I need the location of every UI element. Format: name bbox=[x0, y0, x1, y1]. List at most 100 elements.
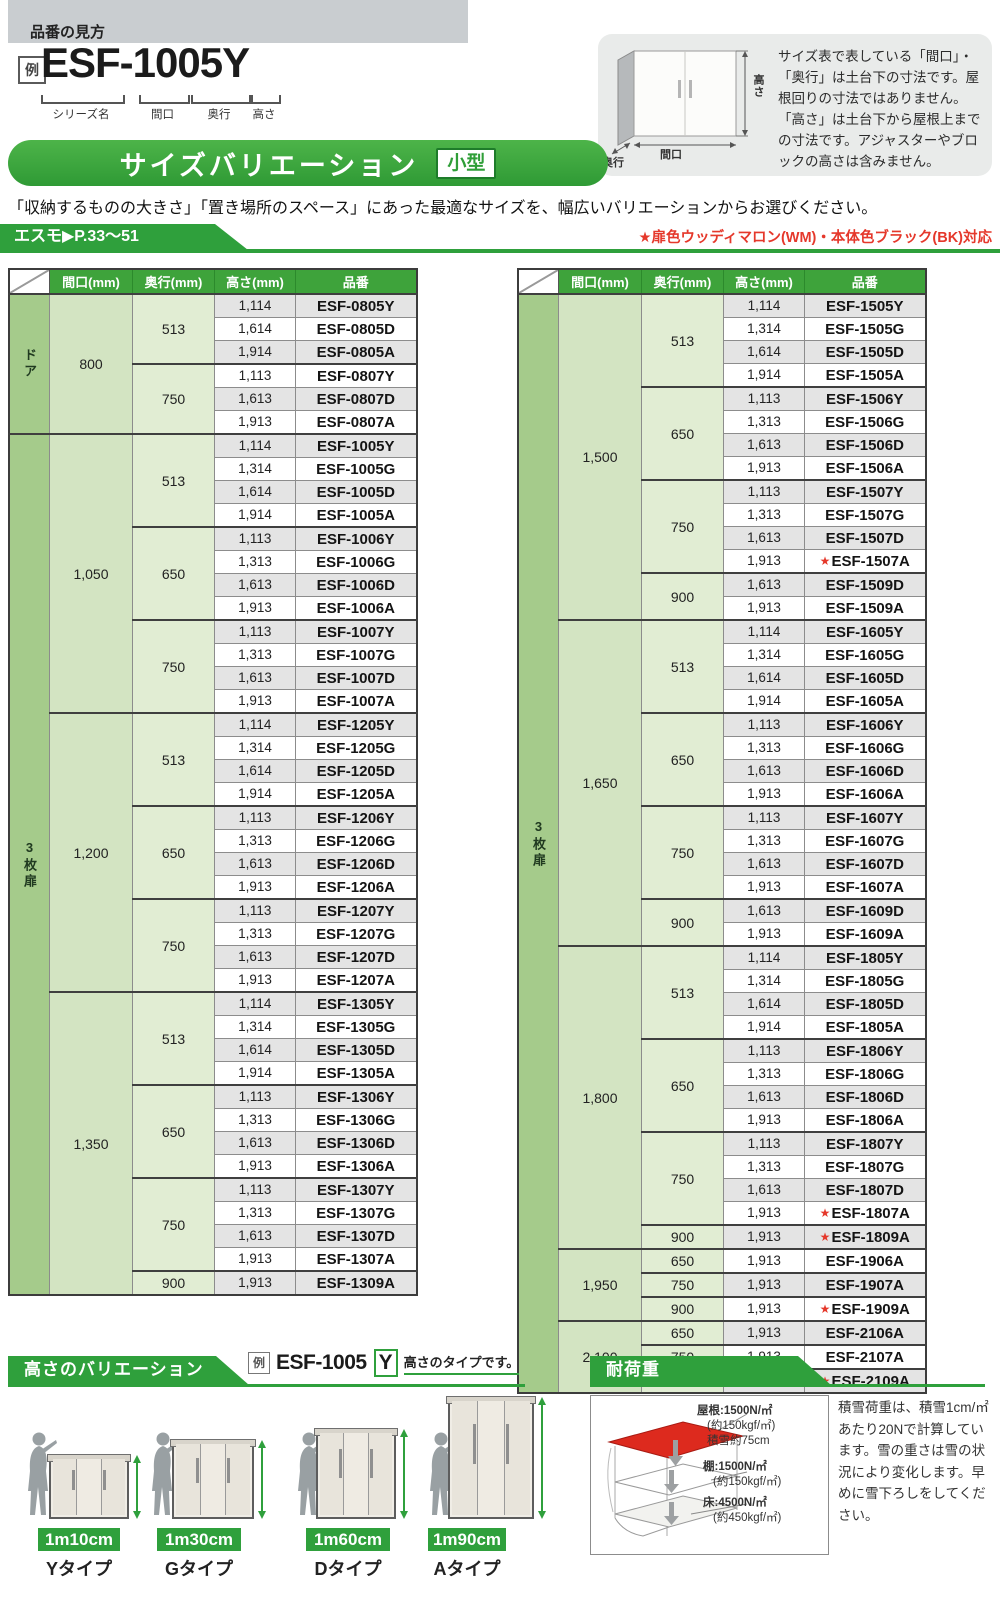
intro-text: 「収納するものの大きさ」「置き場所のスペース」にあった最適なサイズを、幅広いバリ… bbox=[8, 200, 878, 217]
table-row: 1,914 ESF-1205A bbox=[9, 782, 417, 807]
height-cell: 1,913 bbox=[214, 596, 296, 621]
load-capacity-diagram-box: 屋根:1500N/㎡ (約150kgf/㎡) 積雪約75cm 棚:1500N/㎡ (約1… bbox=[590, 1395, 829, 1555]
height-cell: 1,313 bbox=[723, 503, 805, 527]
product-code-cell: ESF-1807Y bbox=[804, 1131, 926, 1156]
product-code-cell: ESF-1507G bbox=[804, 503, 926, 527]
height-cell: 1,913 bbox=[214, 410, 296, 435]
height-cell: 1,914 bbox=[723, 363, 805, 388]
star-icon: ★ bbox=[819, 1301, 831, 1316]
product-code-cell: ESF-2106A bbox=[804, 1320, 926, 1346]
depth-cell: 750 bbox=[641, 1272, 724, 1298]
height-example-suffix: Y bbox=[373, 1349, 398, 1377]
shed-door-panel bbox=[53, 1459, 77, 1515]
depth-cell: 650 bbox=[641, 1248, 724, 1274]
product-code-cell: ESF-1907A bbox=[804, 1272, 926, 1298]
product-code-cell: ESF-1205D bbox=[295, 759, 417, 783]
product-code-cell: ESF-1607Y bbox=[804, 805, 926, 830]
table-row: 1,613 ESF-1206D bbox=[9, 852, 417, 876]
height-cell: 1,313 bbox=[214, 550, 296, 574]
example-badge: 例 bbox=[18, 56, 46, 84]
code-part-depth: 奥行 bbox=[207, 109, 231, 121]
product-code-cell: ESF-1605G bbox=[804, 643, 926, 667]
table-row: 900 1,913 ★ESF-1809A bbox=[518, 1224, 926, 1250]
product-code-cell: ESF-1206A bbox=[295, 875, 417, 900]
code-part-width: 間口 bbox=[151, 109, 174, 121]
depth-cell: 900 bbox=[641, 1224, 724, 1250]
height-cell: 1,913 bbox=[214, 968, 296, 993]
height-cell: 1,613 bbox=[723, 526, 805, 550]
table-row: 1,614 ESF-1205D bbox=[9, 759, 417, 783]
height-cell: 1,313 bbox=[723, 410, 805, 434]
height-cell: 1,113 bbox=[723, 805, 805, 830]
height-cell: 1,913 bbox=[723, 922, 805, 947]
depth-cell: 513 bbox=[132, 712, 215, 807]
height-type-card: 1m10cm Yタイプ bbox=[18, 1395, 143, 1580]
width-cell: 1,650 bbox=[558, 619, 642, 947]
table-row: 1,613 ESF-1307D bbox=[9, 1224, 417, 1248]
height-cell: 1,313 bbox=[723, 1155, 805, 1179]
column-header: 間口(mm) bbox=[558, 268, 642, 295]
product-code-cell: ESF-1307D bbox=[295, 1224, 417, 1248]
product-code-cell: ESF-1506Y bbox=[804, 386, 926, 411]
product-code-cell: ESF-1305D bbox=[295, 1038, 417, 1062]
table-row: 1,313 ESF-1507G bbox=[518, 503, 926, 527]
product-code-cell: ESF-1609D bbox=[804, 898, 926, 923]
product-code-cell: ESF-1806G bbox=[804, 1062, 926, 1086]
table-row: 900 1,913 ESF-1309A bbox=[9, 1270, 417, 1296]
section-header-label: 品番の見方 bbox=[30, 24, 106, 41]
load-spec-line: 屋根:1500N/㎡ bbox=[697, 1405, 773, 1417]
product-code-cell: ESF-1605A bbox=[804, 689, 926, 714]
code-part-height: 高さ bbox=[252, 109, 276, 121]
height-cell: 1,913 bbox=[723, 456, 805, 481]
table-row: 1,913 ESF-1206A bbox=[9, 875, 417, 900]
shed-door-panel bbox=[200, 1444, 225, 1515]
product-code-cell: ESF-1607G bbox=[804, 829, 926, 853]
height-cell: 1,913 bbox=[214, 1154, 296, 1179]
example-badge-small: 例 bbox=[248, 1352, 270, 1374]
product-code-cell: ESF-1006G bbox=[295, 550, 417, 574]
product-code-cell: ESF-1807G bbox=[804, 1155, 926, 1179]
table-row: 1,913 ESF-0807A bbox=[9, 410, 417, 435]
product-code-cell: ESF-1605Y bbox=[804, 619, 926, 644]
depth-cell: 513 bbox=[641, 293, 724, 388]
height-cell: 1,314 bbox=[723, 643, 805, 667]
height-cell: 1,113 bbox=[723, 1038, 805, 1063]
depth-cell: 650 bbox=[641, 386, 724, 481]
height-cell: 1,613 bbox=[723, 852, 805, 876]
table-row: 750 1,113 ESF-0807Y bbox=[9, 363, 417, 435]
height-cell: 1,313 bbox=[214, 643, 296, 667]
height-cell: 1,913 bbox=[214, 875, 296, 900]
product-code-cell: ESF-0807D bbox=[295, 387, 417, 411]
table-row: 1,650 513 1,114 ESF-1605Y bbox=[518, 619, 926, 947]
corner-cell bbox=[8, 268, 50, 295]
door-handle bbox=[72, 1470, 76, 1490]
shed-illustration bbox=[314, 1428, 398, 1519]
product-code-cell: ESF-1205Y bbox=[295, 712, 417, 737]
table-row: 1,613 ESF-1806D bbox=[518, 1085, 926, 1109]
height-cell: 1,614 bbox=[723, 992, 805, 1016]
height-cell: 1,613 bbox=[214, 945, 296, 969]
product-code-cell: ESF-1307G bbox=[295, 1201, 417, 1225]
load-capacity-tab: 耐荷重 bbox=[590, 1356, 831, 1385]
column-header: 品番 bbox=[804, 268, 926, 295]
product-code-cell: ESF-1505A bbox=[804, 363, 926, 388]
door-handle bbox=[339, 1449, 343, 1479]
door-handle bbox=[505, 1423, 509, 1464]
depth-cell: 750 bbox=[132, 898, 215, 993]
height-type-card: 1m60cm Dタイプ bbox=[288, 1395, 410, 1580]
height-cell: 1,313 bbox=[214, 1201, 296, 1225]
table-row: 1,914 ESF-1505A bbox=[518, 363, 926, 388]
height-type-card: 1m30cm Gタイプ bbox=[142, 1395, 268, 1580]
height-cell: 1,913 bbox=[723, 875, 805, 900]
product-code-cell: ESF-1806D bbox=[804, 1085, 926, 1109]
height-cell: 1,113 bbox=[214, 1084, 296, 1109]
product-code-cell: ESF-1805A bbox=[804, 1015, 926, 1040]
table-row: 1,914 ESF-0805A bbox=[9, 340, 417, 365]
product-code-cell: ESF-1807D bbox=[804, 1178, 926, 1202]
load-diagram bbox=[607, 1413, 748, 1537]
height-cell: 1,313 bbox=[723, 1062, 805, 1086]
height-variation-tab: 高さのバリエーション bbox=[8, 1356, 249, 1385]
load-spec-line: (約150kgf/㎡) bbox=[707, 1419, 776, 1432]
height-cell: 1,113 bbox=[214, 898, 296, 923]
